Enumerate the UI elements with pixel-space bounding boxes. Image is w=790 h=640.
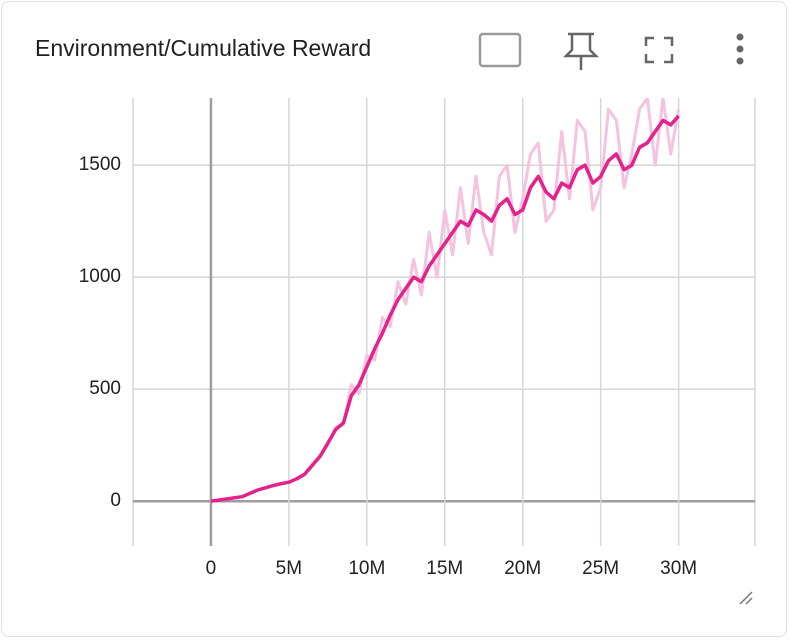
x-tick-label: 25M — [582, 558, 619, 579]
y-tick-label: 0 — [110, 490, 121, 511]
fullscreen-button[interactable] — [644, 36, 674, 64]
x-tick-label: 5M — [276, 558, 302, 579]
resize-handle[interactable] — [739, 591, 753, 605]
pin-button[interactable] — [562, 32, 600, 70]
y-tick-label: 500 — [89, 378, 121, 399]
x-tick-label: 0 — [206, 558, 217, 579]
fit-domain-button[interactable] — [478, 32, 522, 68]
plot — [133, 98, 755, 546]
menu-button[interactable] — [736, 33, 744, 65]
toolbar[interactable] — [478, 32, 753, 605]
x-tick-label: 15M — [426, 558, 463, 579]
chart-title: Environment/Cumulative Reward — [35, 35, 371, 61]
smoothed-line — [210, 114, 680, 503]
x-tick-label: 10M — [348, 558, 385, 579]
y-tick-label: 1000 — [79, 266, 121, 287]
x-tick-label: 20M — [504, 558, 541, 579]
y-tick-label: 1500 — [79, 154, 121, 175]
x-tick-label: 30M — [660, 558, 697, 579]
